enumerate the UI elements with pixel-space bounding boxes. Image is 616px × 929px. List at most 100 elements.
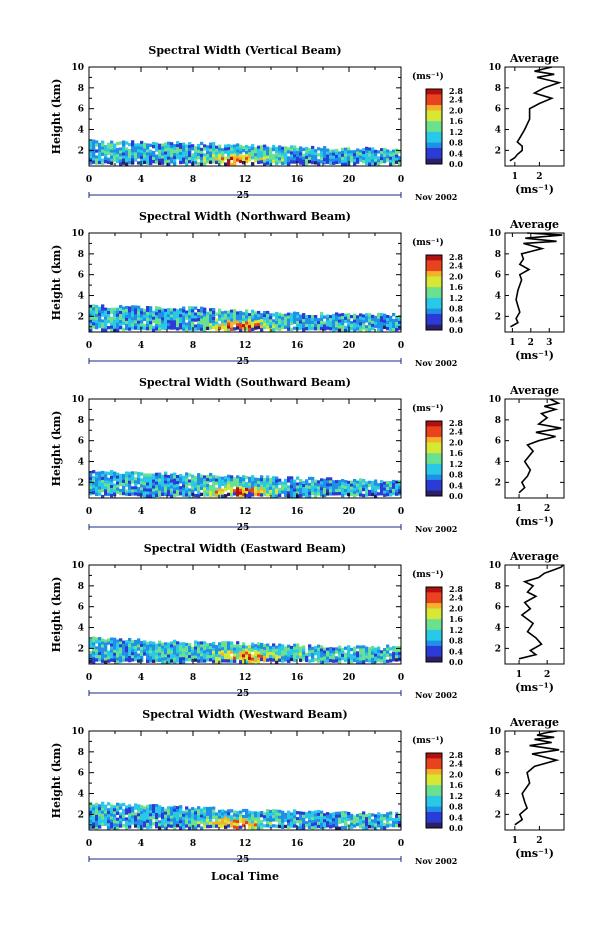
heatmap-cell [242, 484, 246, 488]
heatmap-cell [239, 153, 243, 158]
x-tick-label: 8 [190, 341, 196, 351]
heatmap-cell [317, 644, 321, 648]
heatmap-cell [266, 824, 270, 828]
heatmap-cell [143, 479, 147, 483]
heatmap-cell [215, 148, 219, 152]
heatmap-cell [305, 812, 309, 816]
heatmap-cell [92, 819, 96, 823]
heatmap-cell [311, 655, 315, 660]
heatmap-cell [116, 147, 120, 152]
heatmap-cell [278, 821, 282, 826]
heatmap-cell [188, 142, 192, 146]
heatmap-cell [341, 647, 345, 652]
heatmap-cell [122, 143, 126, 147]
heatmap-cell [314, 825, 318, 829]
heatmap-cell [203, 650, 207, 654]
heatmap-cell [125, 156, 129, 160]
heatmap-cell [188, 652, 192, 656]
heatmap-cell [317, 647, 321, 651]
heatmap-cell [245, 651, 249, 655]
heatmap-cell [305, 494, 309, 498]
heatmap-cell [263, 646, 267, 651]
heatmap-cell [131, 477, 135, 481]
heatmap-cell [296, 485, 300, 489]
heatmap-cell [281, 149, 285, 153]
heatmap-cell [380, 325, 384, 329]
heatmap-cell [383, 651, 387, 655]
heatmap-cell [320, 822, 324, 826]
heatmap-cell [161, 152, 165, 156]
heatmap-cell [113, 483, 117, 487]
heatmap-cell [227, 812, 231, 816]
colorbar-segment [426, 624, 442, 631]
average-x-label: (ms⁻¹) [515, 681, 554, 694]
y-tick-label: 6 [78, 105, 84, 115]
heatmap-cell [308, 653, 312, 657]
heatmap-cell [305, 149, 309, 154]
heatmap-cell [227, 316, 231, 320]
heatmap-cell [353, 655, 357, 659]
heatmap-cell [89, 471, 93, 475]
heatmap-cell [161, 326, 165, 330]
colorbar-segment [426, 313, 442, 320]
heatmap-cell [260, 484, 264, 488]
heatmap-cell [173, 487, 177, 491]
heatmap-cell [335, 315, 339, 319]
heatmap-cell [284, 646, 288, 650]
heatmap-cell [368, 156, 372, 160]
heatmap-cell [281, 810, 285, 814]
heatmap-cell [101, 656, 105, 660]
heatmap-cell [272, 156, 276, 161]
heatmap-cell [314, 658, 318, 662]
heatmap-cell [173, 475, 177, 479]
heatmap-cell [104, 148, 108, 152]
heatmap-cell [314, 321, 318, 325]
heatmap-cell [173, 820, 177, 824]
average-x-tick-label: 1 [516, 670, 522, 680]
heatmap-cell [314, 479, 318, 483]
heatmap-cell [104, 145, 108, 149]
heatmap-cell [389, 656, 393, 660]
heatmap-cell [173, 811, 177, 815]
heatmap-cell [296, 817, 300, 821]
heatmap-cell [224, 150, 228, 154]
heatmap-cell [332, 155, 336, 159]
heatmap-cell [353, 322, 357, 326]
heatmap-cell [188, 643, 192, 647]
heatmap-cell [206, 806, 210, 811]
heatmap-cell [179, 489, 183, 493]
heatmap-cell [128, 327, 132, 331]
heatmap-cell [89, 813, 93, 818]
heatmap-cell [341, 325, 345, 329]
heatmap-cell [197, 824, 201, 828]
heatmap-cell [332, 653, 336, 657]
heatmap-cell [338, 489, 342, 493]
heatmap-cell [167, 812, 171, 816]
heatmap-cell [215, 645, 219, 649]
heatmap-cell [281, 659, 285, 663]
heatmap-cell [356, 816, 360, 821]
heatmap-cell [284, 655, 288, 659]
heatmap-cell [317, 162, 321, 166]
heatmap-cell [140, 655, 144, 660]
heatmap-cell [293, 652, 297, 656]
heatmap-cell [158, 481, 162, 485]
heatmap-cell [245, 309, 249, 313]
heatmap-cell [176, 150, 180, 154]
heatmap-cell [194, 646, 198, 650]
heatmap-cell [110, 485, 114, 489]
heatmap-cell [179, 308, 183, 312]
y-tick-label: 8 [78, 250, 84, 260]
heatmap-cell [239, 479, 243, 484]
heatmap-cell [269, 821, 273, 826]
heatmap-cell [365, 161, 369, 166]
heatmap-cell [101, 482, 105, 487]
heatmap-cell [167, 320, 171, 324]
heatmap-cell [209, 812, 213, 817]
heatmap-cell [323, 324, 327, 328]
heatmap-cell [248, 494, 252, 499]
heatmap-cell [245, 147, 249, 152]
heatmap-cell [302, 481, 306, 485]
heatmap-cell [353, 494, 357, 498]
heatmap-cell [323, 158, 327, 162]
